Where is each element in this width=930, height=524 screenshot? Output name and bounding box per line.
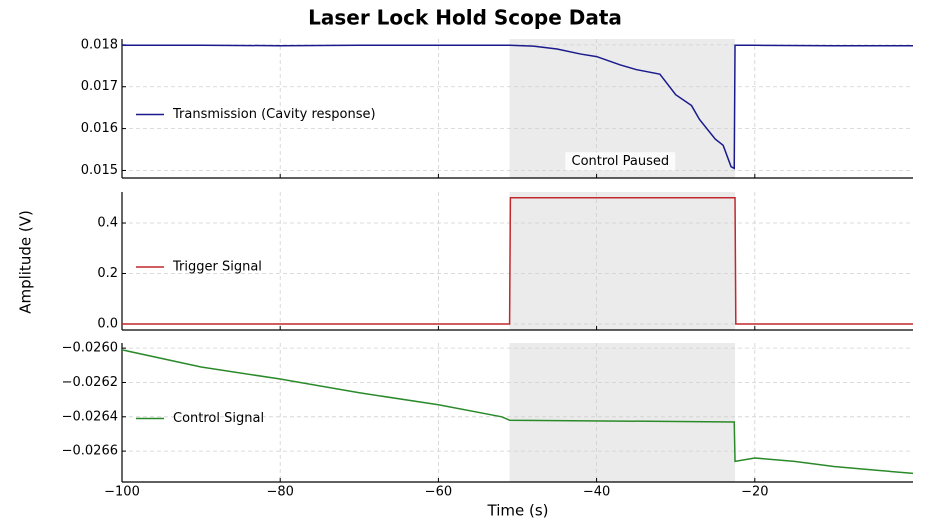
y-tick-label: 0.2 bbox=[97, 266, 118, 281]
y-tick-label: 0.018 bbox=[81, 37, 118, 52]
y-tick-label: 0.017 bbox=[81, 79, 118, 94]
y-tick-label: −0.0262 bbox=[62, 375, 118, 390]
y-axis-label: Amplitude (V) bbox=[17, 210, 35, 314]
y-tick-label: −0.0266 bbox=[62, 444, 118, 459]
y-tick-label: 0.0 bbox=[97, 316, 118, 331]
shaded-region bbox=[509, 192, 736, 330]
line bbox=[121, 349, 914, 475]
legend-label: Trigger Signal bbox=[172, 260, 262, 275]
x-tick-label: −80 bbox=[266, 485, 293, 500]
y-tick-label: 0.016 bbox=[81, 121, 118, 136]
y-tick-label: 0.4 bbox=[97, 216, 118, 231]
y-tick-label: −0.0260 bbox=[62, 341, 118, 356]
annotation-box bbox=[565, 152, 676, 171]
shaded-region bbox=[509, 343, 736, 482]
x-tick-label: −40 bbox=[583, 485, 610, 500]
x-tick-label: −60 bbox=[425, 485, 452, 500]
annotation: Control Paused bbox=[572, 154, 670, 169]
line bbox=[122, 197, 913, 325]
x-tick-label: −20 bbox=[741, 485, 768, 500]
y-tick-label: −0.0264 bbox=[62, 409, 118, 424]
x-axis-label: Time (s) bbox=[487, 502, 549, 520]
line bbox=[122, 44, 913, 170]
x-tick-label: −100 bbox=[104, 485, 140, 500]
y-tick-label: 0.015 bbox=[81, 163, 118, 178]
legend-label: Control Signal bbox=[173, 411, 264, 426]
legend-label: Transmission (Cavity response) bbox=[172, 107, 376, 122]
chart-title: Laser Lock Hold Scope Data bbox=[308, 6, 622, 30]
